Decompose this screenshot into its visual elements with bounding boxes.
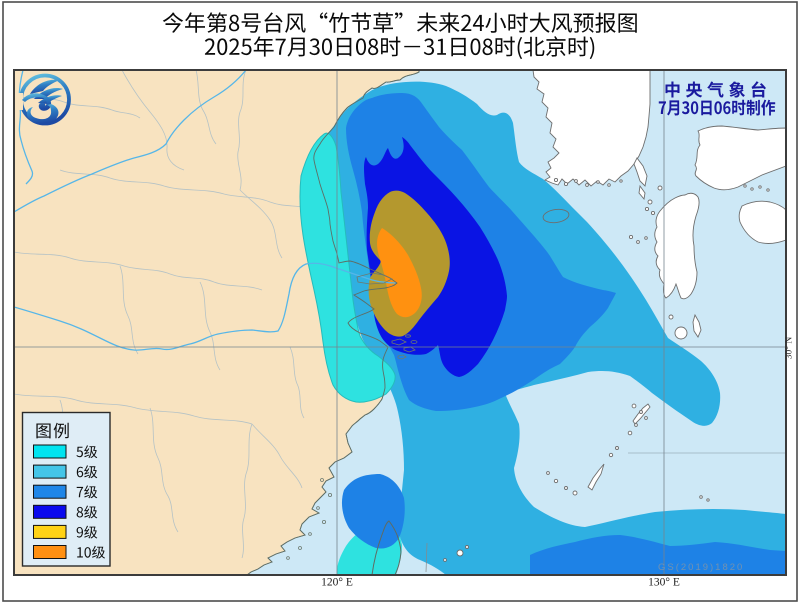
svg-text:GS(2019)1820: GS(2019)1820	[658, 562, 744, 573]
svg-text:120° E: 120° E	[321, 577, 353, 589]
svg-text:130° E: 130° E	[648, 577, 680, 589]
svg-text:30° N: 30° N	[784, 337, 795, 360]
